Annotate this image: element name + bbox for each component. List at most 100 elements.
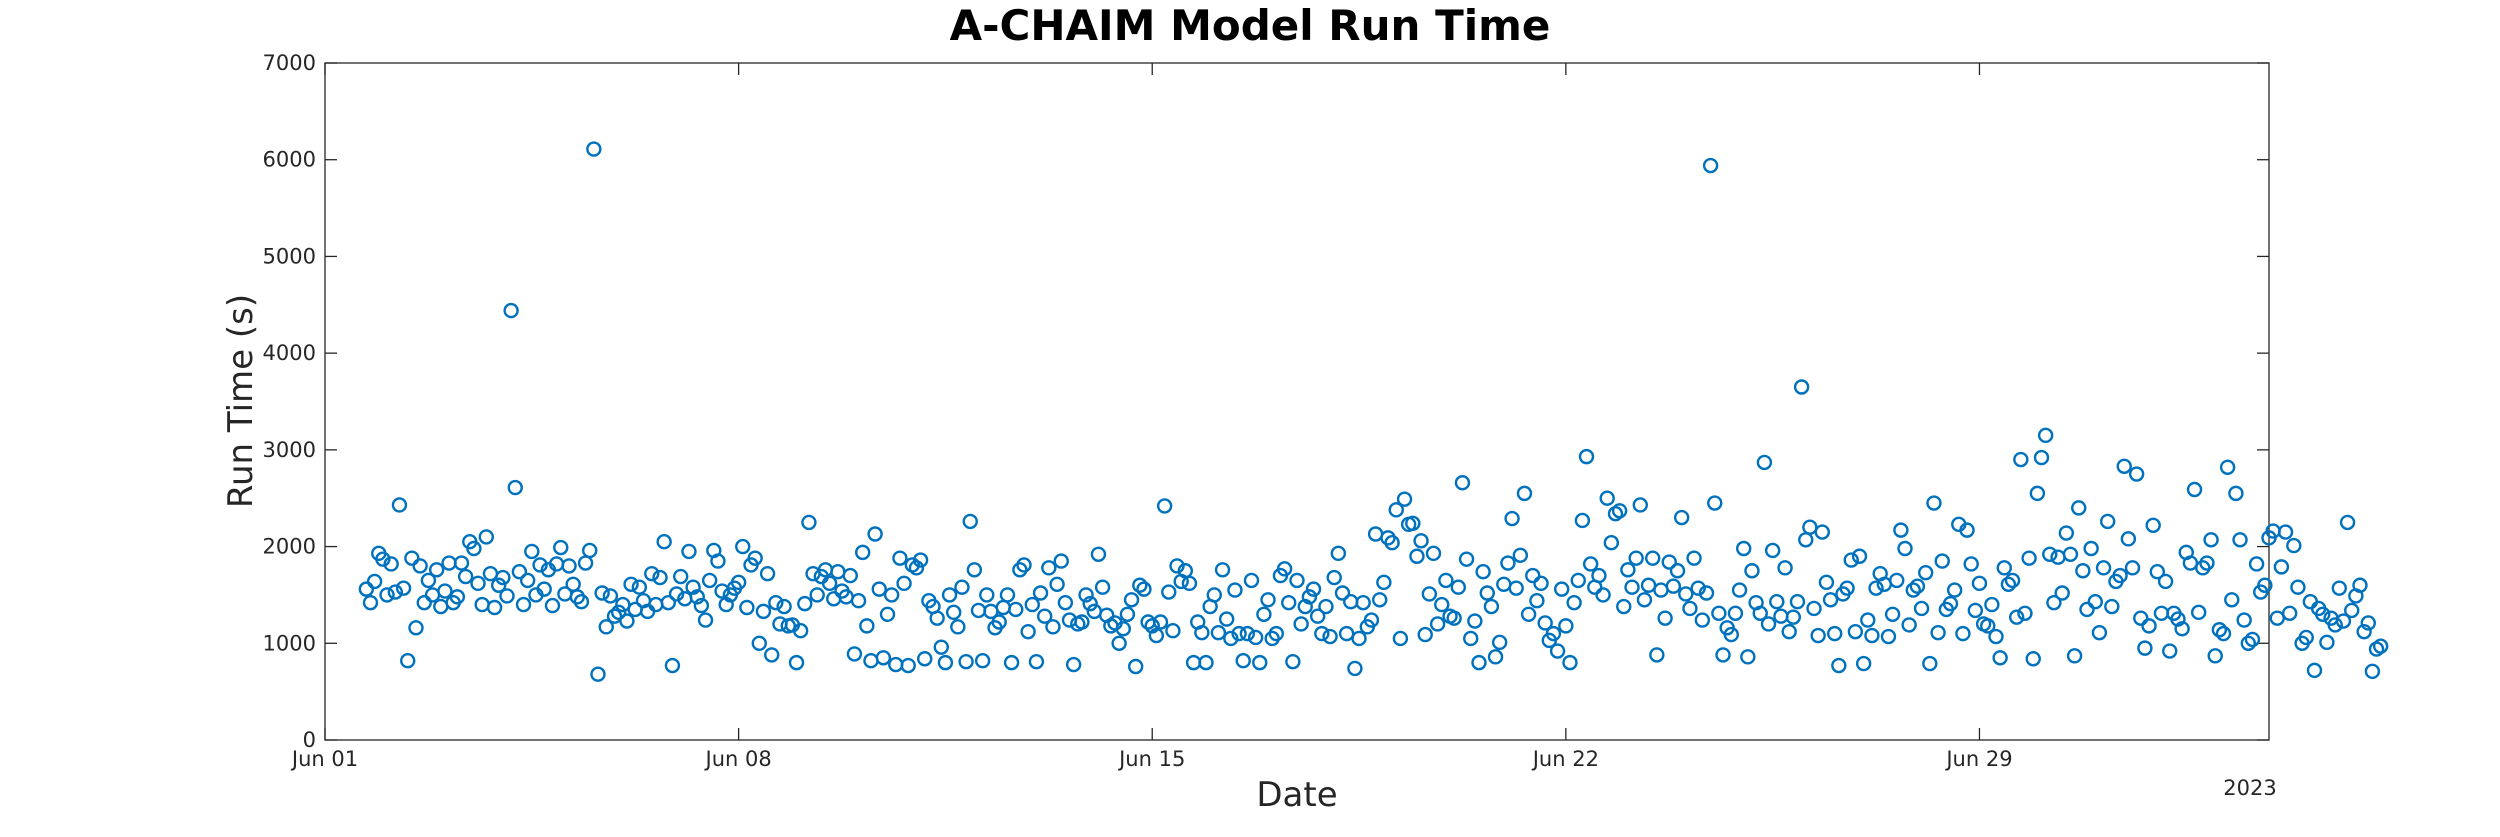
data-point (1496, 576, 1512, 592)
data-point (2145, 517, 2161, 533)
data-point (1297, 598, 1313, 615)
data-point (1694, 612, 1711, 628)
data-point (1781, 623, 1797, 640)
data-point (962, 513, 978, 530)
data-point (1963, 556, 1979, 572)
data-point (1396, 491, 1413, 507)
data-point (474, 596, 490, 613)
data-point (2228, 485, 2244, 502)
data-point (1926, 495, 1942, 511)
data-point (1119, 606, 1136, 622)
data-point (888, 656, 904, 673)
data-point (1822, 592, 1839, 608)
data-point (586, 141, 602, 157)
data-point (2257, 577, 2273, 593)
x-axis-year-label: 2023 (2223, 776, 2276, 800)
data-point (697, 612, 714, 628)
data-point (730, 574, 747, 591)
data-point (892, 550, 908, 566)
data-point (2360, 615, 2376, 631)
data-point (598, 619, 614, 635)
data-point (2008, 609, 2025, 625)
data-point (1996, 560, 2012, 576)
data-point (908, 560, 925, 576)
data-point (1686, 550, 1702, 566)
data-point (2286, 537, 2302, 554)
data-point (883, 587, 900, 603)
data-point (826, 591, 842, 607)
data-point (1988, 628, 2004, 645)
data-point (1802, 519, 1818, 535)
data-point (1152, 614, 1169, 630)
data-point (945, 604, 962, 621)
data-point (1851, 548, 1868, 564)
y-tick-label: 3000 (263, 438, 316, 462)
data-point (1984, 596, 2000, 613)
data-point (1810, 627, 1826, 644)
y-tick-label: 2000 (263, 535, 316, 559)
y-tick-label: 7000 (263, 51, 316, 75)
data-point (1305, 581, 1322, 597)
data-point (2037, 427, 2054, 444)
data-point (1301, 589, 1318, 605)
data-point (739, 599, 755, 616)
data-point (1711, 605, 1727, 622)
data-point (1260, 592, 1276, 608)
data-point (610, 604, 627, 621)
data-point (2079, 601, 2095, 618)
data-point (1570, 572, 1586, 589)
data-point (1582, 556, 1599, 572)
data-point (2174, 621, 2190, 637)
data-point (929, 610, 945, 626)
data-point (1665, 578, 1682, 594)
data-point (2244, 631, 2261, 648)
data-point (1707, 495, 1723, 511)
data-point (2017, 605, 2033, 622)
data-point (1868, 580, 1884, 596)
data-point (2335, 613, 2352, 629)
data-point (1326, 569, 1342, 586)
data-point (1487, 649, 1504, 665)
data-point (1214, 562, 1231, 578)
data-point (979, 587, 995, 603)
data-point (420, 572, 437, 589)
data-point (2190, 604, 2207, 621)
data-point (1475, 564, 1491, 580)
data-point (1504, 510, 1520, 527)
data-point (1508, 580, 1524, 596)
data-point (1946, 582, 1963, 598)
data-point (1065, 656, 1082, 673)
data-point (1769, 593, 1785, 610)
x-tick-label: Jun 01 (290, 747, 358, 771)
data-point (685, 579, 701, 595)
data-point (1611, 503, 1628, 519)
data-point (1831, 657, 1847, 674)
data-point (1094, 579, 1111, 595)
data-point (917, 651, 933, 667)
data-point (2302, 593, 2319, 610)
data-point (689, 589, 705, 605)
data-point (1562, 654, 1578, 671)
data-point (1512, 547, 1529, 563)
data-point (1727, 605, 1744, 622)
data-point (2199, 555, 2215, 571)
data-point (2219, 459, 2236, 475)
data-point (2099, 513, 2116, 530)
data-point (2236, 612, 2252, 628)
data-point (2339, 514, 2356, 531)
data-point (623, 576, 639, 592)
data-point (2004, 572, 2021, 589)
data-point (2344, 602, 2360, 619)
data-point (519, 572, 536, 589)
data-point (1256, 606, 1272, 622)
data-point (2364, 663, 2381, 680)
data-point (387, 584, 404, 600)
data-point (1123, 592, 1140, 608)
data-point (1616, 598, 1632, 615)
data-point (2133, 610, 2149, 626)
data-point (2128, 466, 2145, 482)
data-point (1181, 575, 1198, 592)
data-point (1967, 602, 1984, 619)
data-point (1384, 535, 1400, 551)
